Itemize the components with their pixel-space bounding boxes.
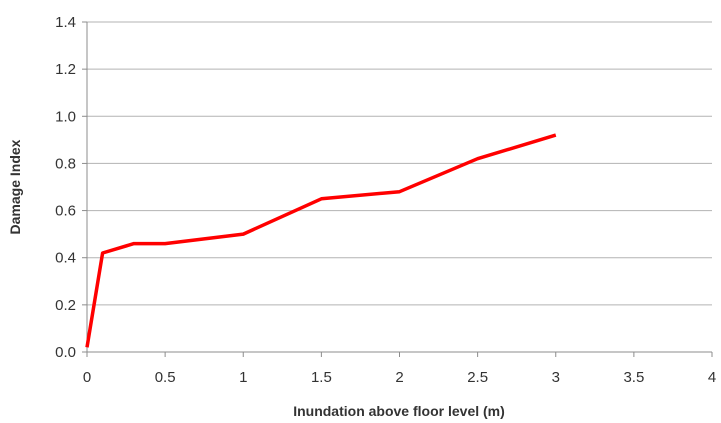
gridlines	[87, 21, 712, 306]
y-tick-label: 0.8	[55, 155, 76, 172]
x-tick-labels: 0 0.5 1 1.5 2 2.5 3 3.5 4	[83, 369, 716, 386]
y-tick-label: 1.0	[55, 108, 76, 125]
y-tick-label: 1.2	[55, 61, 76, 78]
x-tick-label: 3.5	[623, 369, 644, 386]
x-tick-label: 4	[708, 369, 716, 386]
y-axis-title: Damage Index	[7, 139, 23, 234]
x-tick-label: 1.5	[311, 369, 332, 386]
x-tick-label: 2	[395, 369, 403, 386]
y-tick-label: 0.0	[55, 344, 76, 361]
y-tick-labels: 0.0 0.2 0.4 0.6 0.8 1.0 1.2 1.4	[55, 14, 76, 361]
y-tick-label: 0.6	[55, 203, 76, 220]
series-line	[85, 133, 557, 348]
y-tick-label: 0.4	[55, 250, 76, 267]
y-tick-label: 0.2	[55, 297, 76, 314]
x-tick-label: 3	[552, 369, 560, 386]
x-tick-label: 0	[83, 369, 91, 386]
x-tick-label: 0.5	[155, 369, 176, 386]
x-tick-label: 2.5	[467, 369, 488, 386]
y-tick-label: 1.4	[55, 14, 76, 31]
series-group	[85, 133, 557, 348]
axes	[82, 21, 713, 357]
x-tick-label: 1	[239, 369, 247, 386]
x-axis-title: Inundation above floor level (m)	[293, 403, 505, 419]
